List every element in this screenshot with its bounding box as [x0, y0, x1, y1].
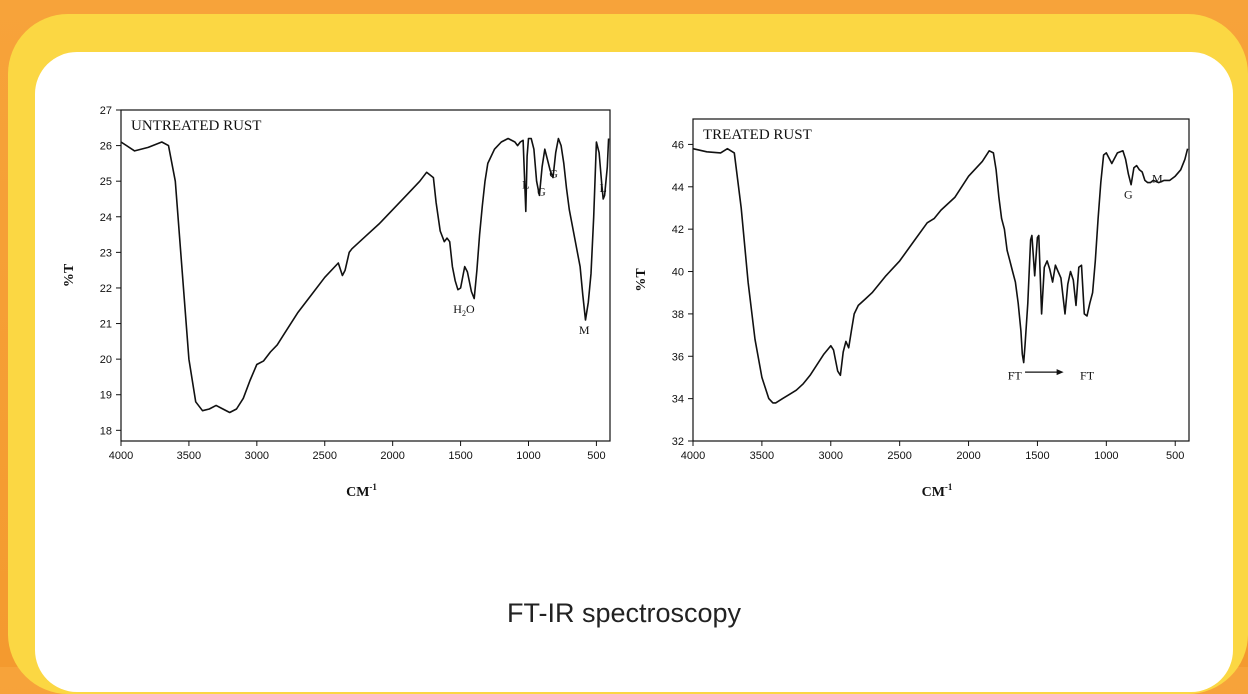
y-tick-label: 34 — [672, 394, 684, 406]
x-tick-label: 1000 — [516, 450, 540, 462]
x-tick-label: 500 — [587, 450, 605, 462]
chart-title: UNTREATED RUST — [131, 118, 261, 134]
y-tick-label: 23 — [100, 247, 112, 259]
y-tick-label: 36 — [672, 351, 684, 363]
x-tick-label: 2500 — [887, 450, 911, 462]
y-tick-label: 22 — [100, 283, 112, 295]
x-tick-label: 2000 — [956, 450, 980, 462]
x-tick-label: 1500 — [448, 450, 472, 462]
x-tick-label: 2000 — [380, 450, 404, 462]
x-tick-label: 500 — [1166, 450, 1184, 462]
y-tick-label: 26 — [100, 141, 112, 153]
peak-label-m: M — [579, 323, 590, 337]
y-tick-label: 21 — [100, 319, 112, 331]
y-tick-label: 40 — [672, 267, 684, 279]
x-tick-label: 2500 — [313, 450, 337, 462]
x-tick-label: 3000 — [819, 450, 843, 462]
chart-2: 4000 3500 3000 2500 2000 1500 1000 500 32 34 36 38 4… — [634, 118, 1190, 500]
y-tick-label: 32 — [672, 436, 684, 448]
x-tick-label: 1500 — [1025, 450, 1049, 462]
peak-label-l: L — [522, 177, 529, 191]
peak-label-l: L — [600, 181, 607, 195]
ft-arrow-head — [1056, 369, 1064, 376]
x-tick-label: 3500 — [750, 450, 774, 462]
y-tick-label: 42 — [672, 224, 684, 236]
peak-label-g: G — [549, 167, 558, 181]
peak-label-g: G — [537, 184, 546, 198]
y-axis-label: %T — [62, 263, 77, 287]
x-tick-label: 1000 — [1094, 450, 1118, 462]
x-tick-label: 3500 — [177, 450, 201, 462]
x-axis-label: CM-1 — [922, 482, 953, 500]
y-tick-label: 24 — [100, 212, 112, 224]
figure-caption: FT-IR spectroscopy — [506, 598, 742, 628]
peak-label-h2o: H2O — [453, 302, 475, 318]
y-tick-label: 38 — [672, 309, 684, 321]
y-tick-label: 20 — [100, 354, 112, 366]
y-tick-label: 18 — [100, 425, 112, 437]
peak-label-g: G — [1124, 187, 1133, 201]
ftir-charts: 4000 3500 3000 2500 2000 1500 1000 500 18 19 20 21 2… — [62, 105, 1190, 500]
peak-label-ft: FT — [1080, 369, 1095, 383]
peak-label-ft: FT — [1008, 369, 1023, 383]
plot-frame — [692, 118, 1190, 442]
x-tick-label: 4000 — [109, 450, 133, 462]
y-tick-label: 46 — [672, 139, 684, 151]
plot-frame — [120, 109, 611, 442]
y-tick-label: 44 — [672, 182, 684, 194]
chart-title: TREATED RUST — [703, 127, 812, 143]
y-tick-label: 27 — [100, 105, 112, 117]
peak-label-m: M — [1152, 172, 1163, 186]
spectrum-line-1 — [120, 137, 610, 414]
x-tick-label: 4000 — [681, 450, 705, 462]
y-axis-label: %T — [634, 268, 649, 292]
x-tick-label: 3000 — [245, 450, 269, 462]
chart-1: 4000 3500 3000 2500 2000 1500 1000 500 18 19 20 21 2… — [62, 105, 611, 500]
y-tick-label: 19 — [100, 390, 112, 402]
spectrum-line-1 — [692, 147, 1189, 404]
x-axis-label: CM-1 — [346, 482, 377, 500]
y-tick-label: 25 — [100, 176, 112, 188]
